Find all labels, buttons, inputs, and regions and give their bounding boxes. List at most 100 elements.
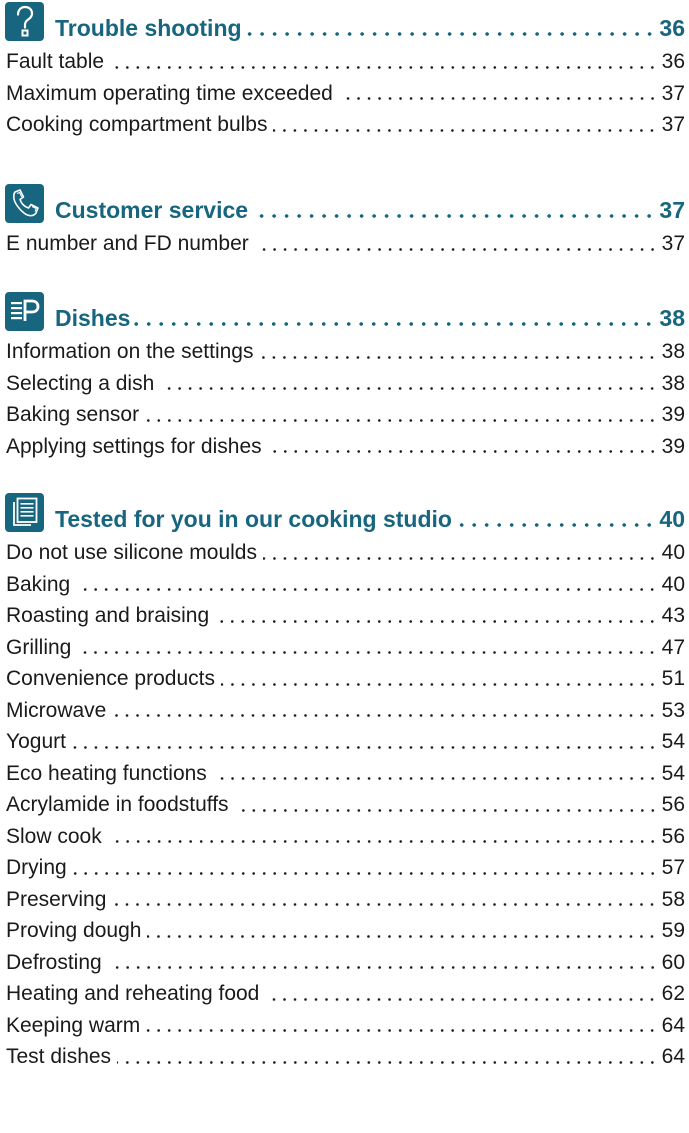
dot-leader bbox=[220, 682, 658, 686]
entry-label: Baking sensor bbox=[6, 402, 142, 428]
toc-entry[interactable]: E number and FD number 37 bbox=[0, 228, 689, 260]
entry-page-number: 47 bbox=[661, 635, 685, 659]
dot-leader bbox=[71, 745, 658, 749]
dot-leader bbox=[147, 934, 658, 938]
section-heading[interactable]: Customer service 37 bbox=[0, 184, 689, 228]
entry-label: Applying settings for dishes bbox=[6, 433, 264, 460]
toc-entry[interactable]: Grilling 47 bbox=[0, 632, 689, 664]
toc-entry[interactable]: Baking 40 bbox=[0, 569, 689, 601]
entry-label: Roasting and braising bbox=[6, 603, 212, 629]
entry-label: Microwave bbox=[6, 697, 109, 724]
dot-leader bbox=[212, 777, 658, 780]
dot-leader bbox=[112, 903, 658, 906]
section-customer-service: Customer service 37 E number and FD numb… bbox=[0, 184, 689, 260]
programme-list-icon bbox=[5, 292, 44, 331]
toc-entry[interactable]: Proving dough 59 bbox=[0, 915, 689, 947]
dot-leader bbox=[77, 651, 658, 654]
entry-page-number: 59 bbox=[661, 919, 685, 942]
toc-entry[interactable]: Keeping warm 64 bbox=[0, 1010, 689, 1042]
entry-label: Yogurt bbox=[6, 729, 68, 755]
entry-label: Grilling bbox=[6, 634, 74, 661]
toc-entry[interactable]: Heating and reheating food 62 bbox=[0, 978, 689, 1010]
section-title: Tested for you in our cooking studio bbox=[55, 506, 452, 532]
entry-page-number: 39 bbox=[661, 434, 685, 458]
entry-label: Baking bbox=[6, 571, 73, 598]
entry-page-number: 56 bbox=[661, 793, 685, 816]
toc-entry[interactable]: Selecting a dish 38 bbox=[0, 368, 689, 400]
entry-page-number: 37 bbox=[661, 232, 685, 255]
toc-entry[interactable]: Acrylamide in foodstuffs 56 bbox=[0, 789, 689, 821]
toc-entry[interactable]: Defrosting 60 bbox=[0, 947, 689, 979]
dot-leader bbox=[455, 523, 656, 527]
dot-leader bbox=[234, 808, 658, 812]
section-heading[interactable]: Trouble shooting 36 bbox=[0, 2, 689, 46]
dot-leader bbox=[146, 1029, 658, 1032]
toc-entry[interactable]: Microwave 53 bbox=[0, 695, 689, 727]
dot-leader bbox=[267, 450, 658, 453]
dot-leader bbox=[117, 1060, 658, 1064]
toc-entry[interactable]: Information on the settings 38 bbox=[0, 336, 689, 368]
dot-leader bbox=[134, 322, 656, 326]
section-trouble-shooting: Trouble shooting 36 Fault table 36 Maxim… bbox=[0, 2, 689, 141]
toc-entry[interactable]: Maximum operating time exceeded 37 bbox=[0, 78, 689, 110]
entry-label: Do not use silicone moulds bbox=[6, 540, 259, 566]
entry-page-number: 36 bbox=[661, 50, 685, 73]
toc-entry[interactable]: Test dishes 64 bbox=[0, 1041, 689, 1073]
question-mark-icon bbox=[5, 2, 44, 41]
documents-icon bbox=[5, 493, 44, 532]
section-heading[interactable]: Dishes 38 bbox=[0, 292, 689, 336]
toc-entry[interactable]: Convenience products 51 bbox=[0, 663, 689, 695]
toc-entry[interactable]: Cooking compartment bulbs 37 bbox=[0, 109, 689, 141]
entry-page-number: 54 bbox=[661, 730, 685, 753]
entry-page-number: 39 bbox=[661, 403, 685, 426]
toc-entry[interactable]: Drying 57 bbox=[0, 852, 689, 884]
dot-leader bbox=[107, 840, 658, 843]
dot-leader bbox=[262, 556, 658, 560]
entry-label: Fault table bbox=[6, 49, 107, 75]
toc-entry[interactable]: Fault table 36 bbox=[0, 46, 689, 78]
entry-page-number: 37 bbox=[661, 81, 685, 105]
entry-page-number: 53 bbox=[661, 698, 685, 722]
entry-page-number: 51 bbox=[661, 667, 685, 690]
toc-entry[interactable]: Slow cook 56 bbox=[0, 821, 689, 853]
dot-leader bbox=[160, 387, 658, 390]
toc-entry[interactable]: Preserving 58 bbox=[0, 884, 689, 916]
section-title: Trouble shooting bbox=[55, 15, 242, 41]
section-tested-for-you: Tested for you in our cooking studio 40 … bbox=[0, 493, 689, 1073]
dot-leader bbox=[145, 418, 658, 422]
entry-page-number: 37 bbox=[661, 113, 685, 136]
dot-leader bbox=[107, 966, 658, 969]
dot-leader bbox=[265, 997, 658, 1001]
entry-page-number: 54 bbox=[661, 761, 685, 785]
section-page-number: 38 bbox=[659, 305, 685, 331]
entry-label: Keeping warm bbox=[6, 1012, 143, 1039]
toc-entry[interactable]: Applying settings for dishes 39 bbox=[0, 431, 689, 463]
dot-leader bbox=[112, 714, 658, 717]
toc-entry[interactable]: Yogurt 54 bbox=[0, 726, 689, 758]
entry-page-number: 57 bbox=[661, 856, 685, 879]
entry-page-number: 38 bbox=[661, 371, 685, 395]
entry-page-number: 56 bbox=[661, 824, 685, 848]
entry-label: Preserving bbox=[6, 886, 109, 913]
toc-entry[interactable]: Roasting and braising 43 bbox=[0, 600, 689, 632]
toc-entry[interactable]: Baking sensor 39 bbox=[0, 399, 689, 431]
entry-page-number: 43 bbox=[661, 604, 685, 627]
dot-leader bbox=[215, 619, 658, 623]
entry-label: Information on the settings bbox=[6, 339, 256, 365]
section-heading[interactable]: Tested for you in our cooking studio 40 bbox=[0, 493, 689, 537]
entry-label: Heating and reheating food bbox=[6, 981, 262, 1007]
entry-label: Defrosting bbox=[6, 949, 104, 976]
entry-label: Cooking compartment bulbs bbox=[6, 112, 270, 138]
dot-leader bbox=[110, 65, 658, 69]
section-page-number: 36 bbox=[659, 15, 685, 41]
dot-leader bbox=[252, 214, 656, 218]
section-title: Customer service bbox=[55, 197, 249, 223]
entry-page-number: 38 bbox=[661, 340, 685, 363]
section-dishes: Dishes 38 Information on the settings 38… bbox=[0, 292, 689, 462]
entry-label: Drying bbox=[6, 855, 69, 881]
entry-page-number: 40 bbox=[661, 572, 685, 596]
toc-entry[interactable]: Do not use silicone moulds 40 bbox=[0, 537, 689, 569]
toc-entry[interactable]: Eco heating functions 54 bbox=[0, 758, 689, 790]
entry-page-number: 62 bbox=[661, 982, 685, 1005]
